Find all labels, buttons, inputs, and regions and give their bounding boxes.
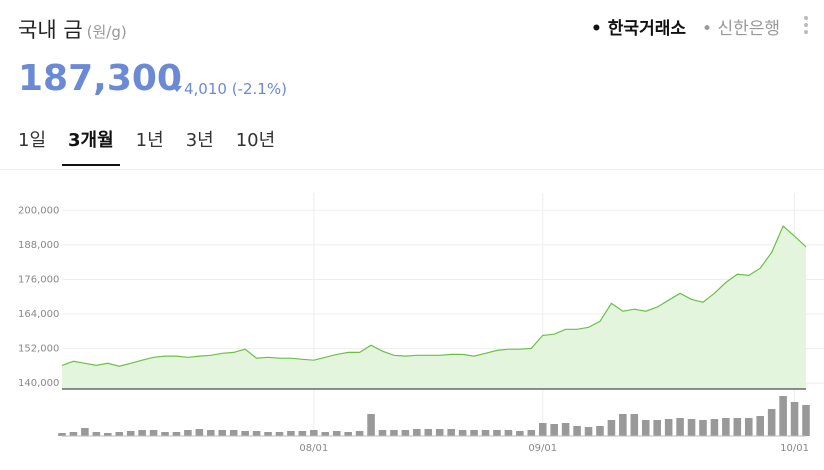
volume-bar [195,429,204,436]
y-tick-label: 140,000 [18,378,59,389]
title: 국내 금 [18,18,83,42]
volume-bar [641,420,650,436]
volume-bar [596,426,604,436]
volume-bar [207,430,215,436]
area [62,226,806,389]
y-tick-label: 200,000 [18,205,59,216]
volume-bar [424,429,433,436]
volume-bar [378,430,387,436]
tabs: 1일 3개월 1년 3년 10년 [18,126,297,166]
menu[interactable] [804,16,808,37]
volume-bar [687,419,696,436]
volume-bar [401,430,410,436]
volume-bar [287,431,295,436]
x-tick-label: 09/01 [528,443,557,454]
volume-bar [630,414,639,436]
volume-bar [332,431,341,436]
volume-bar [573,426,581,436]
volume-bar [664,419,673,436]
volume-bar [584,427,593,436]
volume-bar [561,423,570,436]
volume-bar [126,431,135,436]
volume-bar [149,430,158,436]
tab[interactable]: 1년 [135,130,164,151]
volume-bar [619,414,627,436]
volume-bar [275,432,284,436]
volume-bar [447,429,455,436]
price: 187,300 [18,58,182,99]
line [61,225,807,367]
volume-bar [653,420,661,436]
volume-bar [676,418,684,436]
volume-bar [779,396,787,436]
y-tick-label: 188,000 [18,240,59,251]
volume-bar [607,420,616,436]
y-tick-label: 152,000 [18,344,59,355]
volume-bar [481,430,490,436]
volume-bar [229,430,238,436]
tab[interactable]: 3개월 [62,126,120,166]
volume-bar [81,428,89,436]
source[interactable]: • 한국거래소 [591,19,686,39]
y-tick-label: 164,000 [18,309,59,320]
volume-bar [504,430,513,436]
volume-bar [390,430,398,436]
volume-bar [435,429,444,436]
volume-bar [115,432,124,436]
volume-bar [722,418,730,436]
volume-bar [69,432,78,436]
volume-bar [550,424,558,436]
volume-bar [516,431,524,436]
volume-bar [138,430,146,436]
volume-bar [790,402,799,436]
volume-bar [367,414,375,436]
tab[interactable]: 3년 [185,130,214,151]
volume-bar [527,430,536,436]
x-tick-label: 08/01 [299,443,328,454]
volume-bar [699,420,707,436]
y-tick-label: 176,000 [18,274,59,285]
source[interactable]: • 신한은행 [702,19,780,39]
volume-bar [458,430,467,436]
volume-bar [413,429,421,436]
volume-bar [172,432,181,436]
volume-bar [218,430,227,436]
tab[interactable]: 1일 [18,130,47,151]
volume-bar [252,431,261,436]
tab[interactable]: 10년 [235,130,276,151]
volume-bar [310,430,318,436]
volume-bar [58,433,66,436]
volume-bar [321,432,330,436]
volume-bar [161,432,169,436]
source-label: 한국거래소 [607,19,686,39]
volume-bar [493,430,501,436]
volume-bar [355,431,364,436]
volume-bar [538,423,547,436]
unit: (원/g) [86,23,127,41]
separator [0,169,824,170]
volume-bar [744,418,753,436]
volume-bar [470,430,478,436]
change: 4,010 (-2.1%) [172,80,287,98]
volume-bar [104,433,112,436]
volume-bar [92,432,101,436]
volume-bar [184,430,192,436]
volume-bar [298,431,307,436]
volume-bar [344,432,352,436]
source-switch: • 한국거래소 • 신한은행 [575,14,780,39]
volume-bar [264,432,272,436]
change-pct: (-2.1%) [231,80,287,98]
volume-bar [710,419,719,436]
change-value: 4,010 [184,80,227,98]
x-tick-label: 10/01 [780,443,809,454]
volume-bar [802,405,810,436]
volume-bar [767,409,776,436]
source-label: 신한은행 [717,19,780,39]
volume-bar [241,431,249,436]
header: 국내 금 (원/g) [18,14,127,44]
volume-bar [756,416,764,436]
volume-bar [733,418,742,436]
